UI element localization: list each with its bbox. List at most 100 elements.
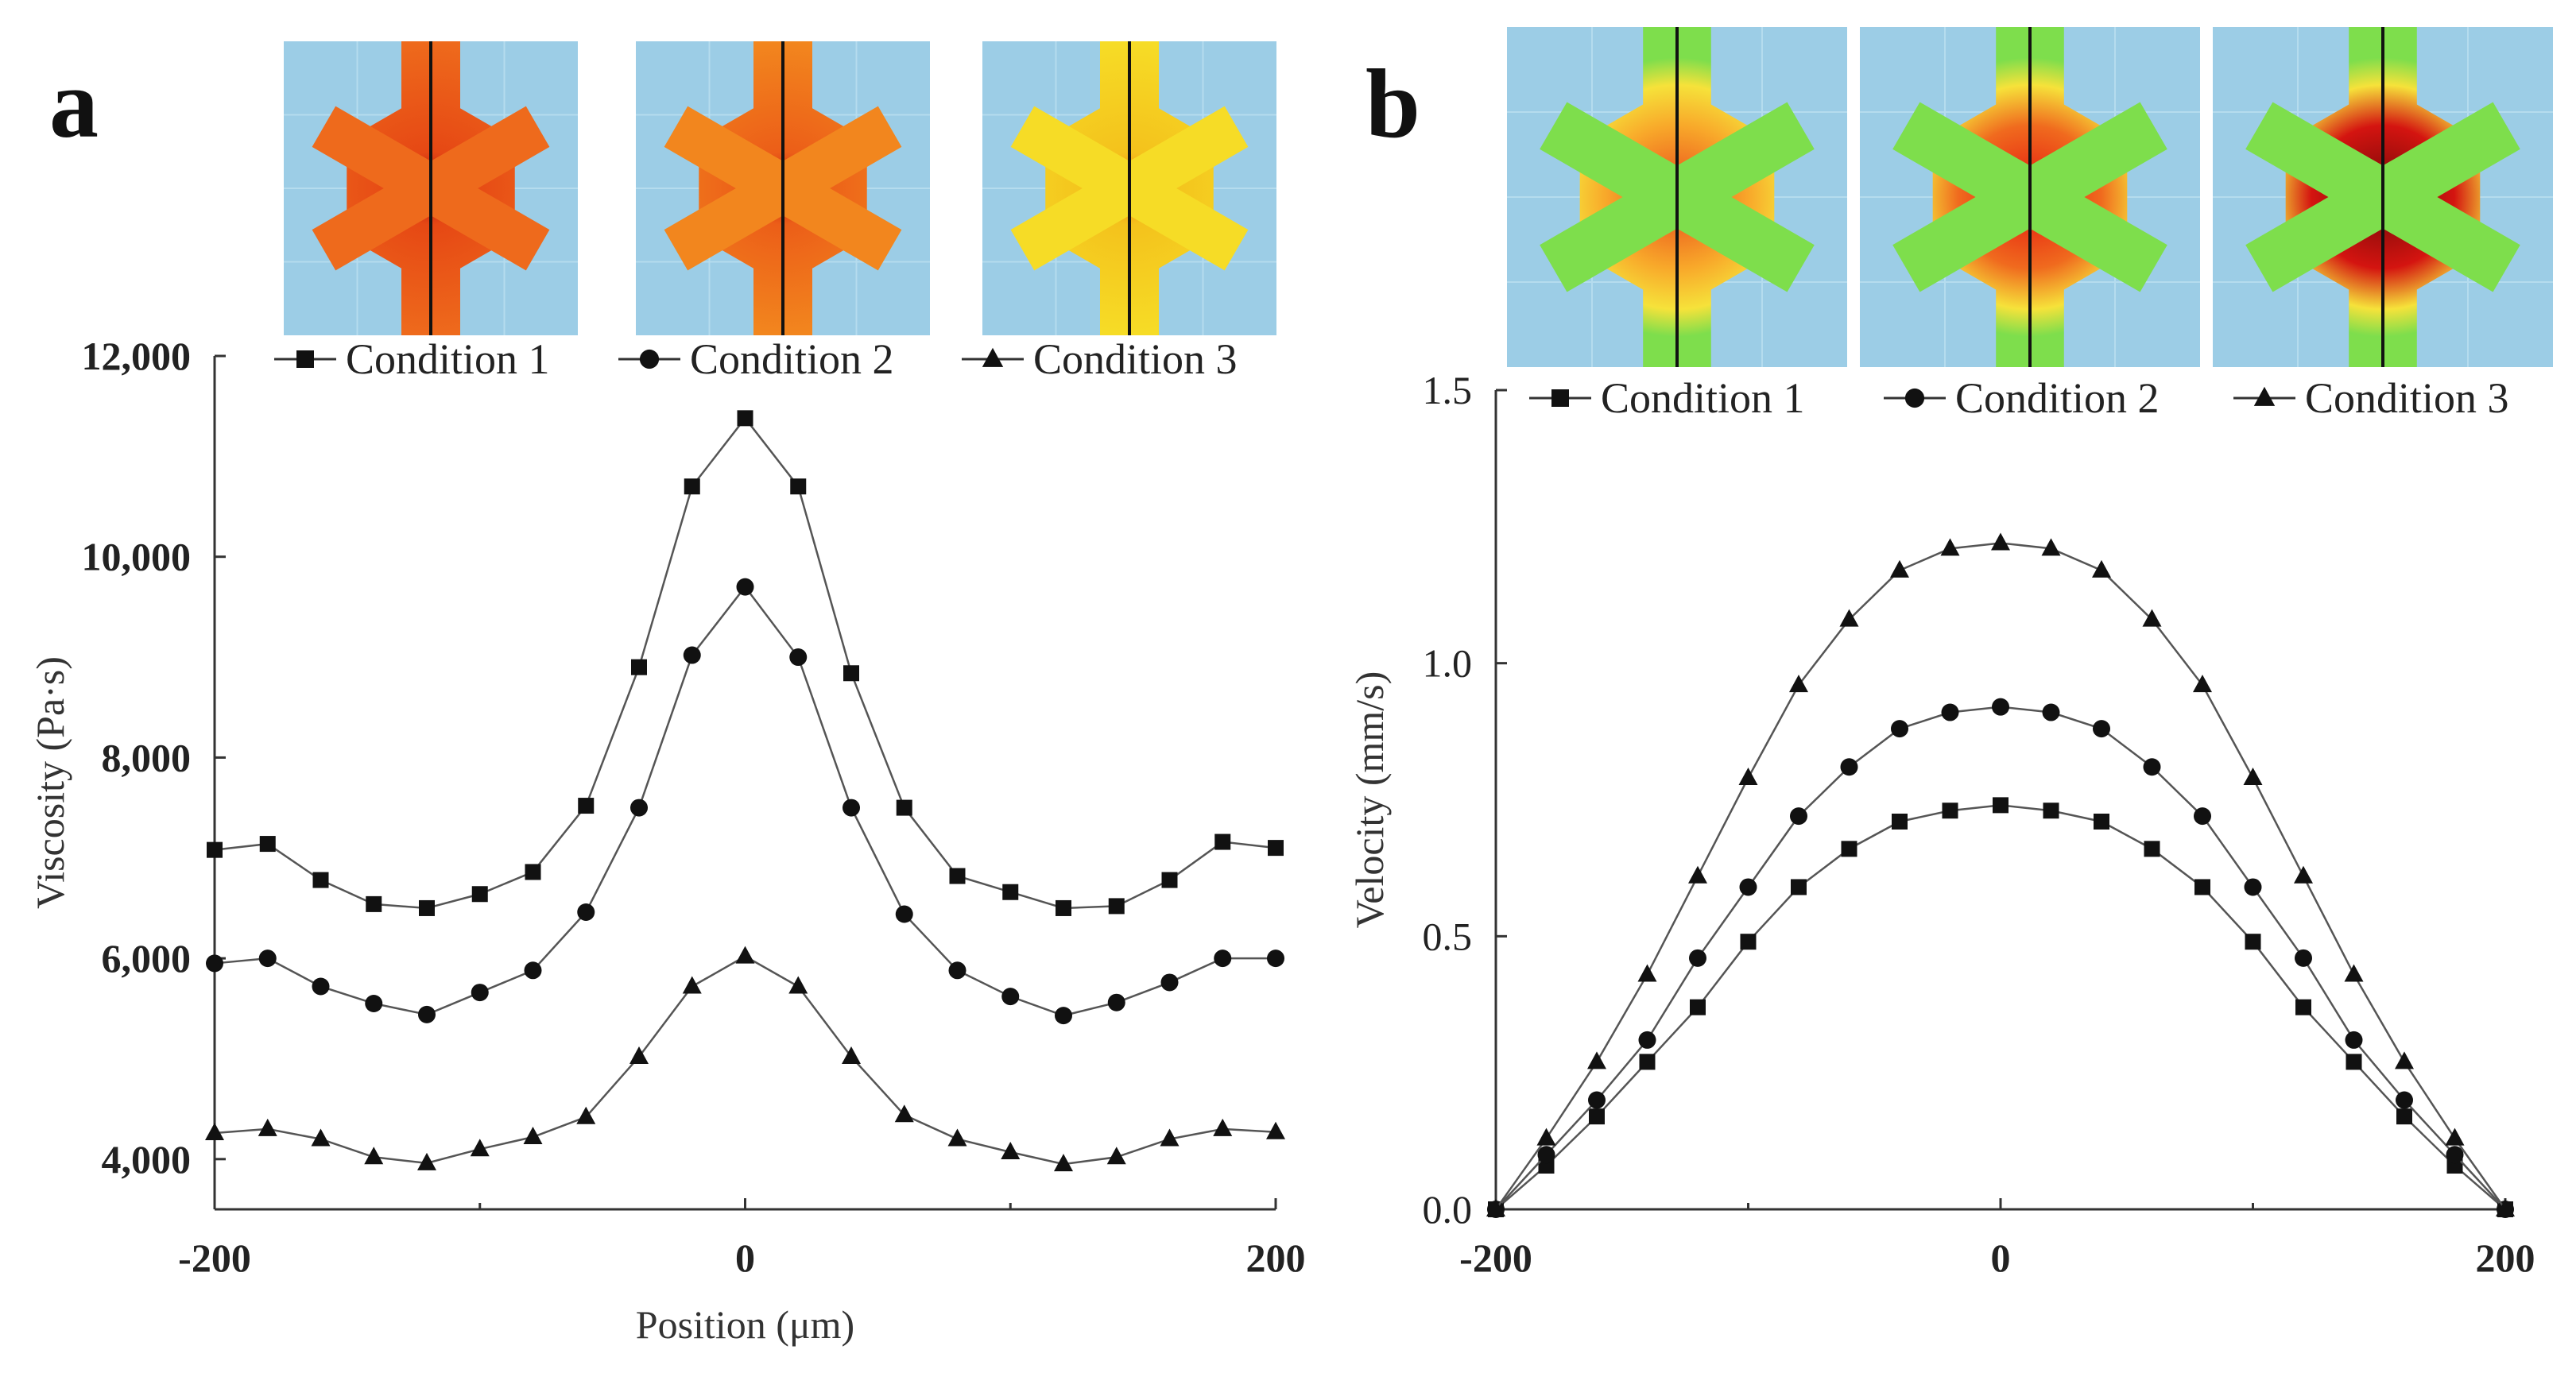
- data-point: [2142, 609, 2162, 627]
- data-point: [205, 1122, 224, 1140]
- data-point: [2396, 1091, 2413, 1109]
- data-point: [629, 1046, 649, 1064]
- y-tick-label: 12,000: [82, 334, 192, 378]
- y-tick-label: 4,000: [102, 1137, 192, 1182]
- legend-label: Condition 1: [346, 335, 550, 383]
- data-point: [2093, 720, 2110, 738]
- series-line: [1495, 706, 2506, 1210]
- data-point: [2092, 559, 2111, 578]
- data-point: [842, 1046, 861, 1064]
- data-point: [1638, 1031, 1656, 1049]
- legend-marker: [639, 349, 660, 369]
- data-point: [578, 798, 595, 814]
- data-point: [258, 949, 277, 968]
- data-point: [2094, 813, 2109, 830]
- series-2: [206, 578, 1284, 1025]
- data-point: [2144, 841, 2160, 857]
- data-point: [1993, 797, 2009, 814]
- series-2: [1487, 698, 2514, 1218]
- data-point: [2245, 934, 2261, 950]
- data-point: [947, 1128, 967, 1147]
- legend-marker: [1551, 389, 1569, 407]
- data-point: [1940, 538, 1960, 556]
- data-point: [631, 659, 647, 675]
- legend-label: Condition 3: [1033, 335, 1238, 383]
- data-point: [2446, 1146, 2464, 1164]
- legend-marker: [2253, 386, 2276, 406]
- data-point: [525, 864, 541, 880]
- data-point: [737, 410, 753, 427]
- data-point: [895, 905, 913, 923]
- thumbnail-a-2: [636, 41, 930, 335]
- legend: Condition 1 Condition 2 Condition 3: [1529, 374, 2509, 422]
- y-tick-label: 1.5: [1423, 368, 1473, 412]
- data-point: [576, 1106, 596, 1124]
- data-point: [1789, 675, 1808, 693]
- data-point: [843, 665, 859, 682]
- data-point: [2194, 879, 2210, 895]
- data-point: [2295, 949, 2312, 967]
- legend-marker: [982, 347, 1004, 367]
- data-point: [1001, 1141, 1021, 1159]
- data-point: [1841, 841, 1857, 857]
- data-point: [524, 961, 542, 980]
- panel-b-letter: b: [1365, 49, 1420, 158]
- data-point: [2295, 999, 2311, 1015]
- data-point: [1891, 720, 1908, 738]
- data-point: [1268, 840, 1284, 857]
- thumbnail-a-1: [284, 41, 578, 335]
- series-3: [205, 946, 1285, 1172]
- data-point: [736, 578, 754, 596]
- x-tick-label: 0: [735, 1236, 755, 1280]
- data-point: [523, 1127, 543, 1145]
- data-point: [2194, 807, 2211, 826]
- data-point: [2042, 703, 2060, 721]
- series-1: [1488, 797, 2513, 1217]
- data-point: [365, 994, 383, 1012]
- data-point: [1991, 532, 2010, 551]
- data-point: [311, 1128, 331, 1147]
- legend-label: Condition 1: [1601, 374, 1805, 422]
- data-point: [789, 648, 808, 667]
- data-point: [683, 646, 701, 664]
- data-point: [207, 841, 223, 858]
- data-point: [2344, 964, 2364, 982]
- data-point: [1537, 1146, 1555, 1164]
- data-point: [1266, 1121, 1285, 1139]
- data-point: [1589, 1108, 1605, 1125]
- data-point: [2346, 1054, 2362, 1070]
- data-point: [1639, 1054, 1656, 1070]
- data-point: [2043, 803, 2059, 819]
- data-point: [1054, 1154, 1073, 1172]
- data-point: [1941, 703, 1959, 721]
- data-point: [1001, 988, 1020, 1006]
- data-point: [312, 977, 330, 996]
- thumbnail-b-2: [1860, 27, 2200, 367]
- data-point: [896, 799, 912, 816]
- y-tick-label: 1.0: [1423, 641, 1473, 686]
- data-point: [1839, 609, 1859, 627]
- data-point: [1160, 973, 1179, 992]
- viscosity-chart: 4,000 6,000 8,000 10,000 12,000 -200 0 200 Visco…: [28, 334, 1306, 1347]
- data-point: [258, 1118, 277, 1136]
- x-tick-label: 200: [2476, 1236, 2535, 1280]
- legend-marker: [296, 350, 314, 368]
- data-point: [790, 478, 807, 495]
- panel-a-letter: a: [49, 49, 99, 158]
- data-point: [1690, 999, 1706, 1015]
- y-axis-title: Velocity (mm/s): [1347, 671, 1392, 929]
- data-point: [1892, 813, 1908, 830]
- data-point: [471, 886, 488, 903]
- data-point: [2143, 758, 2161, 776]
- series-3: [1486, 532, 2515, 1216]
- data-point: [630, 799, 648, 817]
- x-tick-label: 0: [1991, 1236, 2011, 1280]
- data-point: [1840, 758, 1858, 776]
- data-point: [1739, 878, 1757, 896]
- data-point: [2396, 1108, 2412, 1125]
- panel-a-thumbnails: [284, 41, 1276, 335]
- data-point: [1992, 698, 2009, 716]
- data-point: [1056, 899, 1071, 916]
- series-1: [207, 410, 1284, 916]
